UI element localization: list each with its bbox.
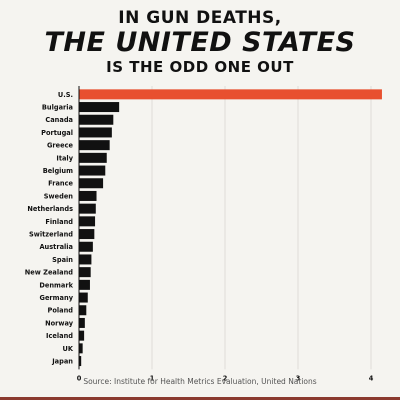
bar-japan [79,356,82,367]
category-label: Canada [45,116,73,124]
bar-canada [79,114,114,125]
category-label: Poland [48,307,74,315]
bar-poland [79,305,87,316]
x-tick-label: 2 [223,374,228,382]
category-label: Denmark [39,281,73,289]
x-tick-label: 0 [77,374,82,382]
bar-germany [79,292,88,303]
category-label: Bulgaria [42,103,73,111]
category-label: Germany [40,294,74,302]
category-label: U.S. [58,91,73,99]
bar-iceland [79,330,85,341]
bar-france [79,178,104,189]
x-tick-label: 1 [150,374,155,382]
bar-switzerland [79,229,95,240]
bar-sweden [79,190,97,201]
category-label: Switzerland [29,230,73,238]
bar-spain [79,254,92,265]
bar-italy [79,152,107,163]
bar-portugal [79,127,112,138]
category-label: Portugal [41,129,73,137]
category-label: Norway [45,319,74,327]
bar-belgium [79,165,106,176]
category-label: New Zealand [25,269,73,277]
bar-netherlands [79,203,96,214]
bar-finland [79,216,96,227]
x-tick-label: 4 [369,374,374,382]
category-label: UK [63,345,74,353]
category-label: Netherlands [27,205,73,213]
bar-u-s [79,89,382,100]
bar-greece [79,140,110,151]
category-label: Belgium [43,167,73,175]
bar-new-zealand [79,267,91,278]
title-line-2: THE UNITED STATES [44,27,356,58]
bar-australia [79,241,93,252]
category-label: Italy [56,154,73,162]
title-line-1: IN GUN DEATHS, [118,8,282,28]
category-label: Australia [39,243,73,251]
x-tick-label: 3 [296,374,301,382]
category-label: France [48,180,73,188]
source-note: Source: Institute for Health Metrics Eva… [83,377,317,386]
category-label: Japan [51,357,73,365]
category-label: Greece [47,142,74,150]
category-label: Finland [45,218,73,226]
bottom-accent-bar [0,397,400,400]
category-label: Spain [52,256,73,264]
bar-denmark [79,279,90,290]
bar-bulgaria [79,102,120,113]
category-label: Sweden [44,192,74,200]
bar-norway [79,317,85,328]
category-label: Iceland [46,332,73,340]
title-line-3: IS THE ODD ONE OUT [106,58,294,76]
bar-uk [79,343,83,354]
